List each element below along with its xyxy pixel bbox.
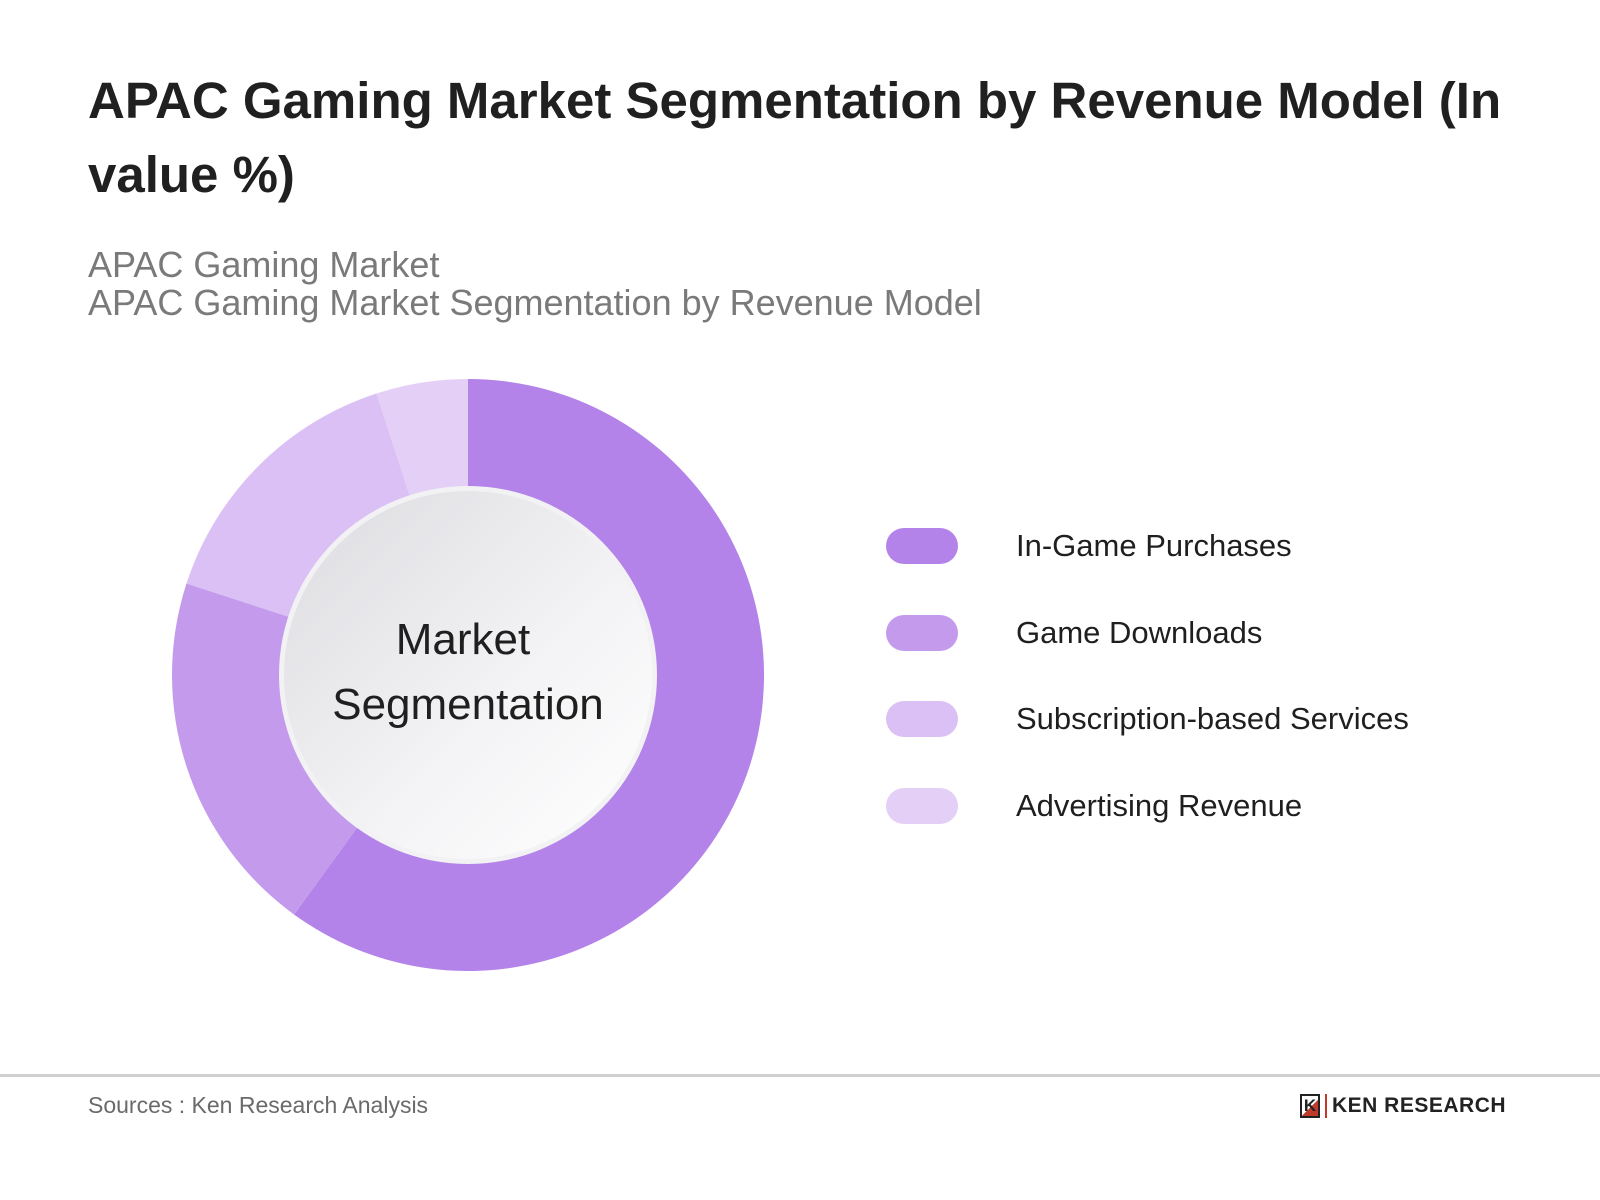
legend-item-advertising-revenue: Advertising Revenue (886, 786, 1486, 826)
logo-text: KEN RESEARCH (1325, 1094, 1506, 1118)
legend-label: In-Game Purchases (1016, 528, 1292, 563)
center-label-line-2: Segmentation (332, 680, 604, 729)
chart-title: APAC Gaming Market Segmentation by Reven… (88, 72, 1502, 203)
legend-swatch (886, 615, 958, 651)
subtitle-market: APAC Gaming Market (88, 244, 440, 285)
legend-item-in-game-purchases: In-Game Purchases (886, 526, 1486, 566)
subtitle-segmentation: APAC Gaming Market Segmentation by Reven… (88, 282, 982, 323)
legend-label: Subscription-based Services (1016, 701, 1409, 736)
legend-item-subscription-services: Subscription-based Services (886, 699, 1486, 739)
legend-label: Game Downloads (1016, 615, 1263, 650)
donut-slice-subscription-based-services (186, 393, 422, 629)
logo-mark-icon: K (1300, 1094, 1320, 1118)
legend-item-game-downloads: Game Downloads (886, 613, 1486, 653)
source-note: Sources : Ken Research Analysis (88, 1092, 429, 1118)
ken-research-logo: K KEN RESEARCH (1300, 1094, 1506, 1118)
center-label-line-1: Market (396, 615, 530, 664)
footer-divider (0, 1074, 1600, 1077)
legend-swatch (886, 528, 958, 564)
legend-label: Advertising Revenue (1016, 788, 1303, 823)
donut-slice-game-downloads (171, 583, 380, 915)
legend-swatch (886, 701, 958, 737)
legend-swatch (886, 788, 958, 824)
center-disc (284, 491, 652, 859)
